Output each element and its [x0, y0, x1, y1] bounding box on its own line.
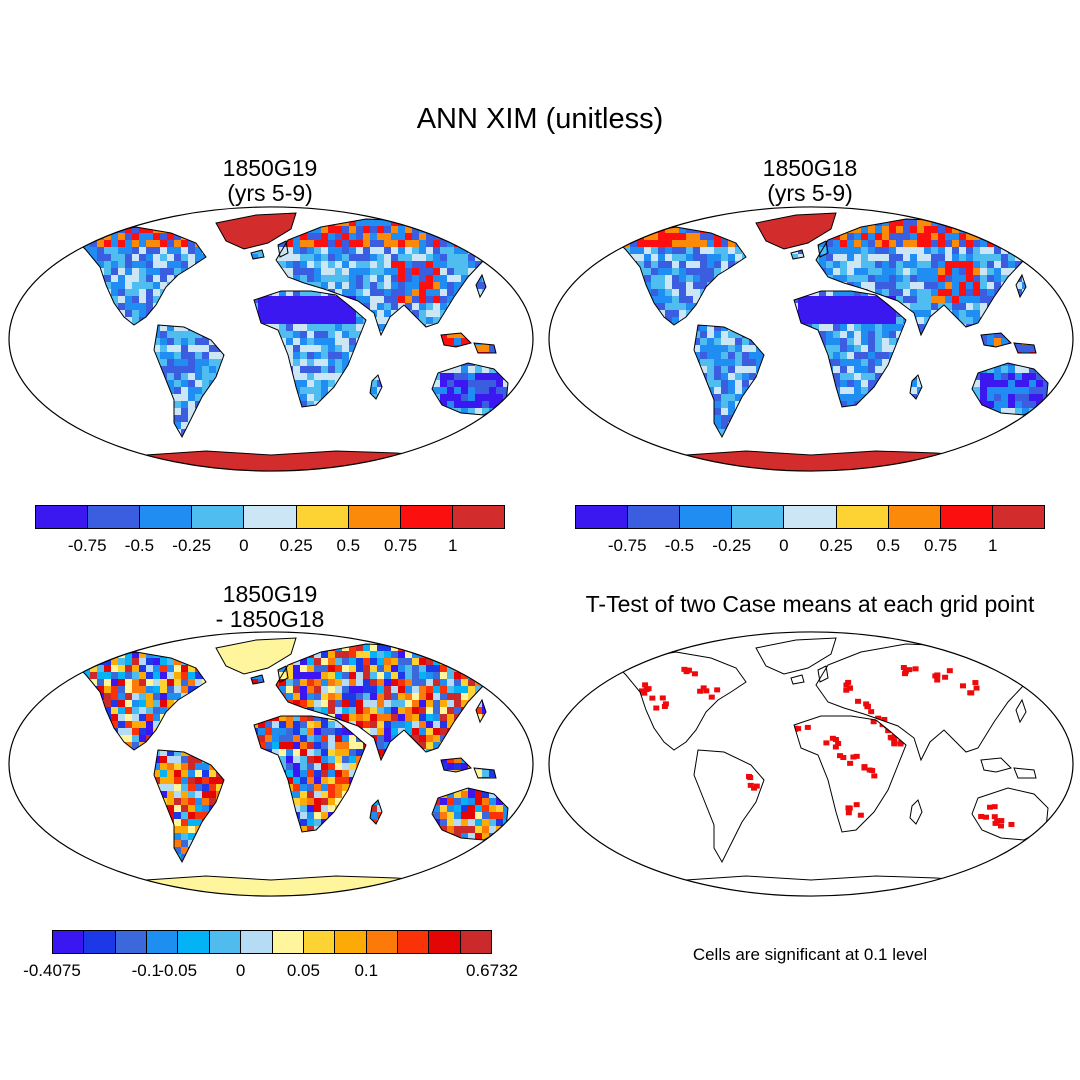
colorbar-top-right [575, 505, 1045, 529]
colorbar-tick-label: 1 [448, 536, 458, 555]
colorbar-swatch [460, 931, 492, 953]
colorbar-swatch [888, 506, 941, 528]
colorbar-swatch [429, 931, 461, 953]
colorbar-tick-label: 0 [779, 536, 789, 555]
colorbar-tick-label: 0.1 [354, 961, 379, 980]
colorbar-swatch [140, 506, 193, 528]
colorbar-swatch [397, 931, 430, 953]
colorbar-tick-label: 0 [235, 961, 246, 980]
colorbar-tick-label: 0.25 [279, 536, 313, 555]
colorbar-tick-label: -0.1 [131, 961, 161, 980]
colorbar-top-left [35, 505, 505, 529]
colorbar-swatch [348, 506, 401, 528]
panel-title-bottom-right: T-Test of two Case means at each grid po… [585, 591, 1035, 617]
map-bottom-left [8, 631, 534, 897]
colorbar-swatch [147, 931, 179, 953]
colorbar-tick-label: 0.75 [924, 536, 958, 555]
colorbar-swatch [241, 931, 273, 953]
colorbar-swatch [296, 506, 349, 528]
map-top-right [548, 206, 1074, 472]
colorbar-swatch [335, 931, 367, 953]
panel-title-bottom-left: 1850G19 - 1850G18 [170, 582, 370, 632]
colorbar-swatch [244, 506, 297, 528]
colorbar-swatch [84, 931, 116, 953]
colorbar-swatch [366, 931, 398, 953]
colorbar-tick-label: 0 [239, 536, 249, 555]
colorbar-swatch [732, 506, 785, 528]
main-title: ANN XIM (unitless) [416, 103, 664, 135]
colorbar-swatch [784, 506, 837, 528]
colorbar-swatch [88, 506, 141, 528]
panel-title-top-right: 1850G18 (yrs 5-9) [710, 156, 910, 206]
panel-title-line1: 1850G19 [222, 155, 318, 181]
colorbar-swatch [36, 506, 89, 528]
panel-title-line1: 1850G18 [762, 155, 858, 181]
colorbar-swatch [53, 931, 85, 953]
colorbar-swatch [836, 506, 889, 528]
colorbar-tick-label: -0.05 [158, 961, 198, 980]
colorbar-swatch [178, 931, 210, 953]
colorbar-tick-label: 0.6732 [466, 961, 518, 980]
colorbar-swatch [452, 506, 504, 528]
colorbar-tick-label: 0.5 [876, 536, 901, 555]
panel-title-line2: (yrs 5-9) [767, 180, 853, 206]
colorbar-swatch [576, 506, 629, 528]
colorbar-tick-label: 0.75 [384, 536, 418, 555]
colorbar-tick-label: 1 [988, 536, 998, 555]
colorbar-swatch [992, 506, 1044, 528]
colorbar-tick-label: -0.5 [124, 536, 155, 555]
significance-note: Cells are significant at 0.1 level [692, 945, 928, 964]
colorbar-tick-label: 0.05 [286, 961, 320, 980]
colorbar-tick-label: 0.5 [336, 536, 361, 555]
colorbar-swatch [209, 931, 242, 953]
colorbar-tick-label: -0.75 [67, 536, 107, 555]
colorbar-tick-label: -0.4075 [23, 961, 81, 980]
colorbar-tick-label: -0.25 [172, 536, 212, 555]
colorbar-swatch [303, 931, 336, 953]
colorbar-tick-label: -0.25 [712, 536, 752, 555]
colorbar-swatch [192, 506, 245, 528]
colorbar-bottom-left [52, 930, 492, 954]
colorbar-top-right-labels: -0.75 -0.5 -0.25 0 0.25 0.5 0.75 1 [575, 536, 1045, 558]
colorbar-tick-label: -0.5 [664, 536, 695, 555]
colorbar-top-left-labels: -0.75 -0.5 -0.25 0 0.25 0.5 0.75 1 [35, 536, 505, 558]
map-bottom-right [548, 631, 1074, 897]
colorbar-swatch [400, 506, 453, 528]
colorbar-swatch [115, 931, 148, 953]
colorbar-swatch [628, 506, 681, 528]
colorbar-tick-label: -0.75 [607, 536, 647, 555]
map-top-left [8, 206, 534, 472]
colorbar-swatch [272, 931, 304, 953]
panel-title-line2: - 1850G18 [215, 606, 325, 632]
colorbar-tick-label: 0.25 [819, 536, 853, 555]
panel-title-top-left: 1850G19 (yrs 5-9) [170, 156, 370, 206]
panel-title-line2: (yrs 5-9) [227, 180, 313, 206]
colorbar-swatch [940, 506, 993, 528]
panel-title-line1: 1850G19 [222, 581, 318, 607]
colorbar-bottom-left-labels: -0.4075 -0.1 -0.05 0 0.05 0.1 0.6732 [23, 961, 518, 983]
colorbar-swatch [680, 506, 733, 528]
